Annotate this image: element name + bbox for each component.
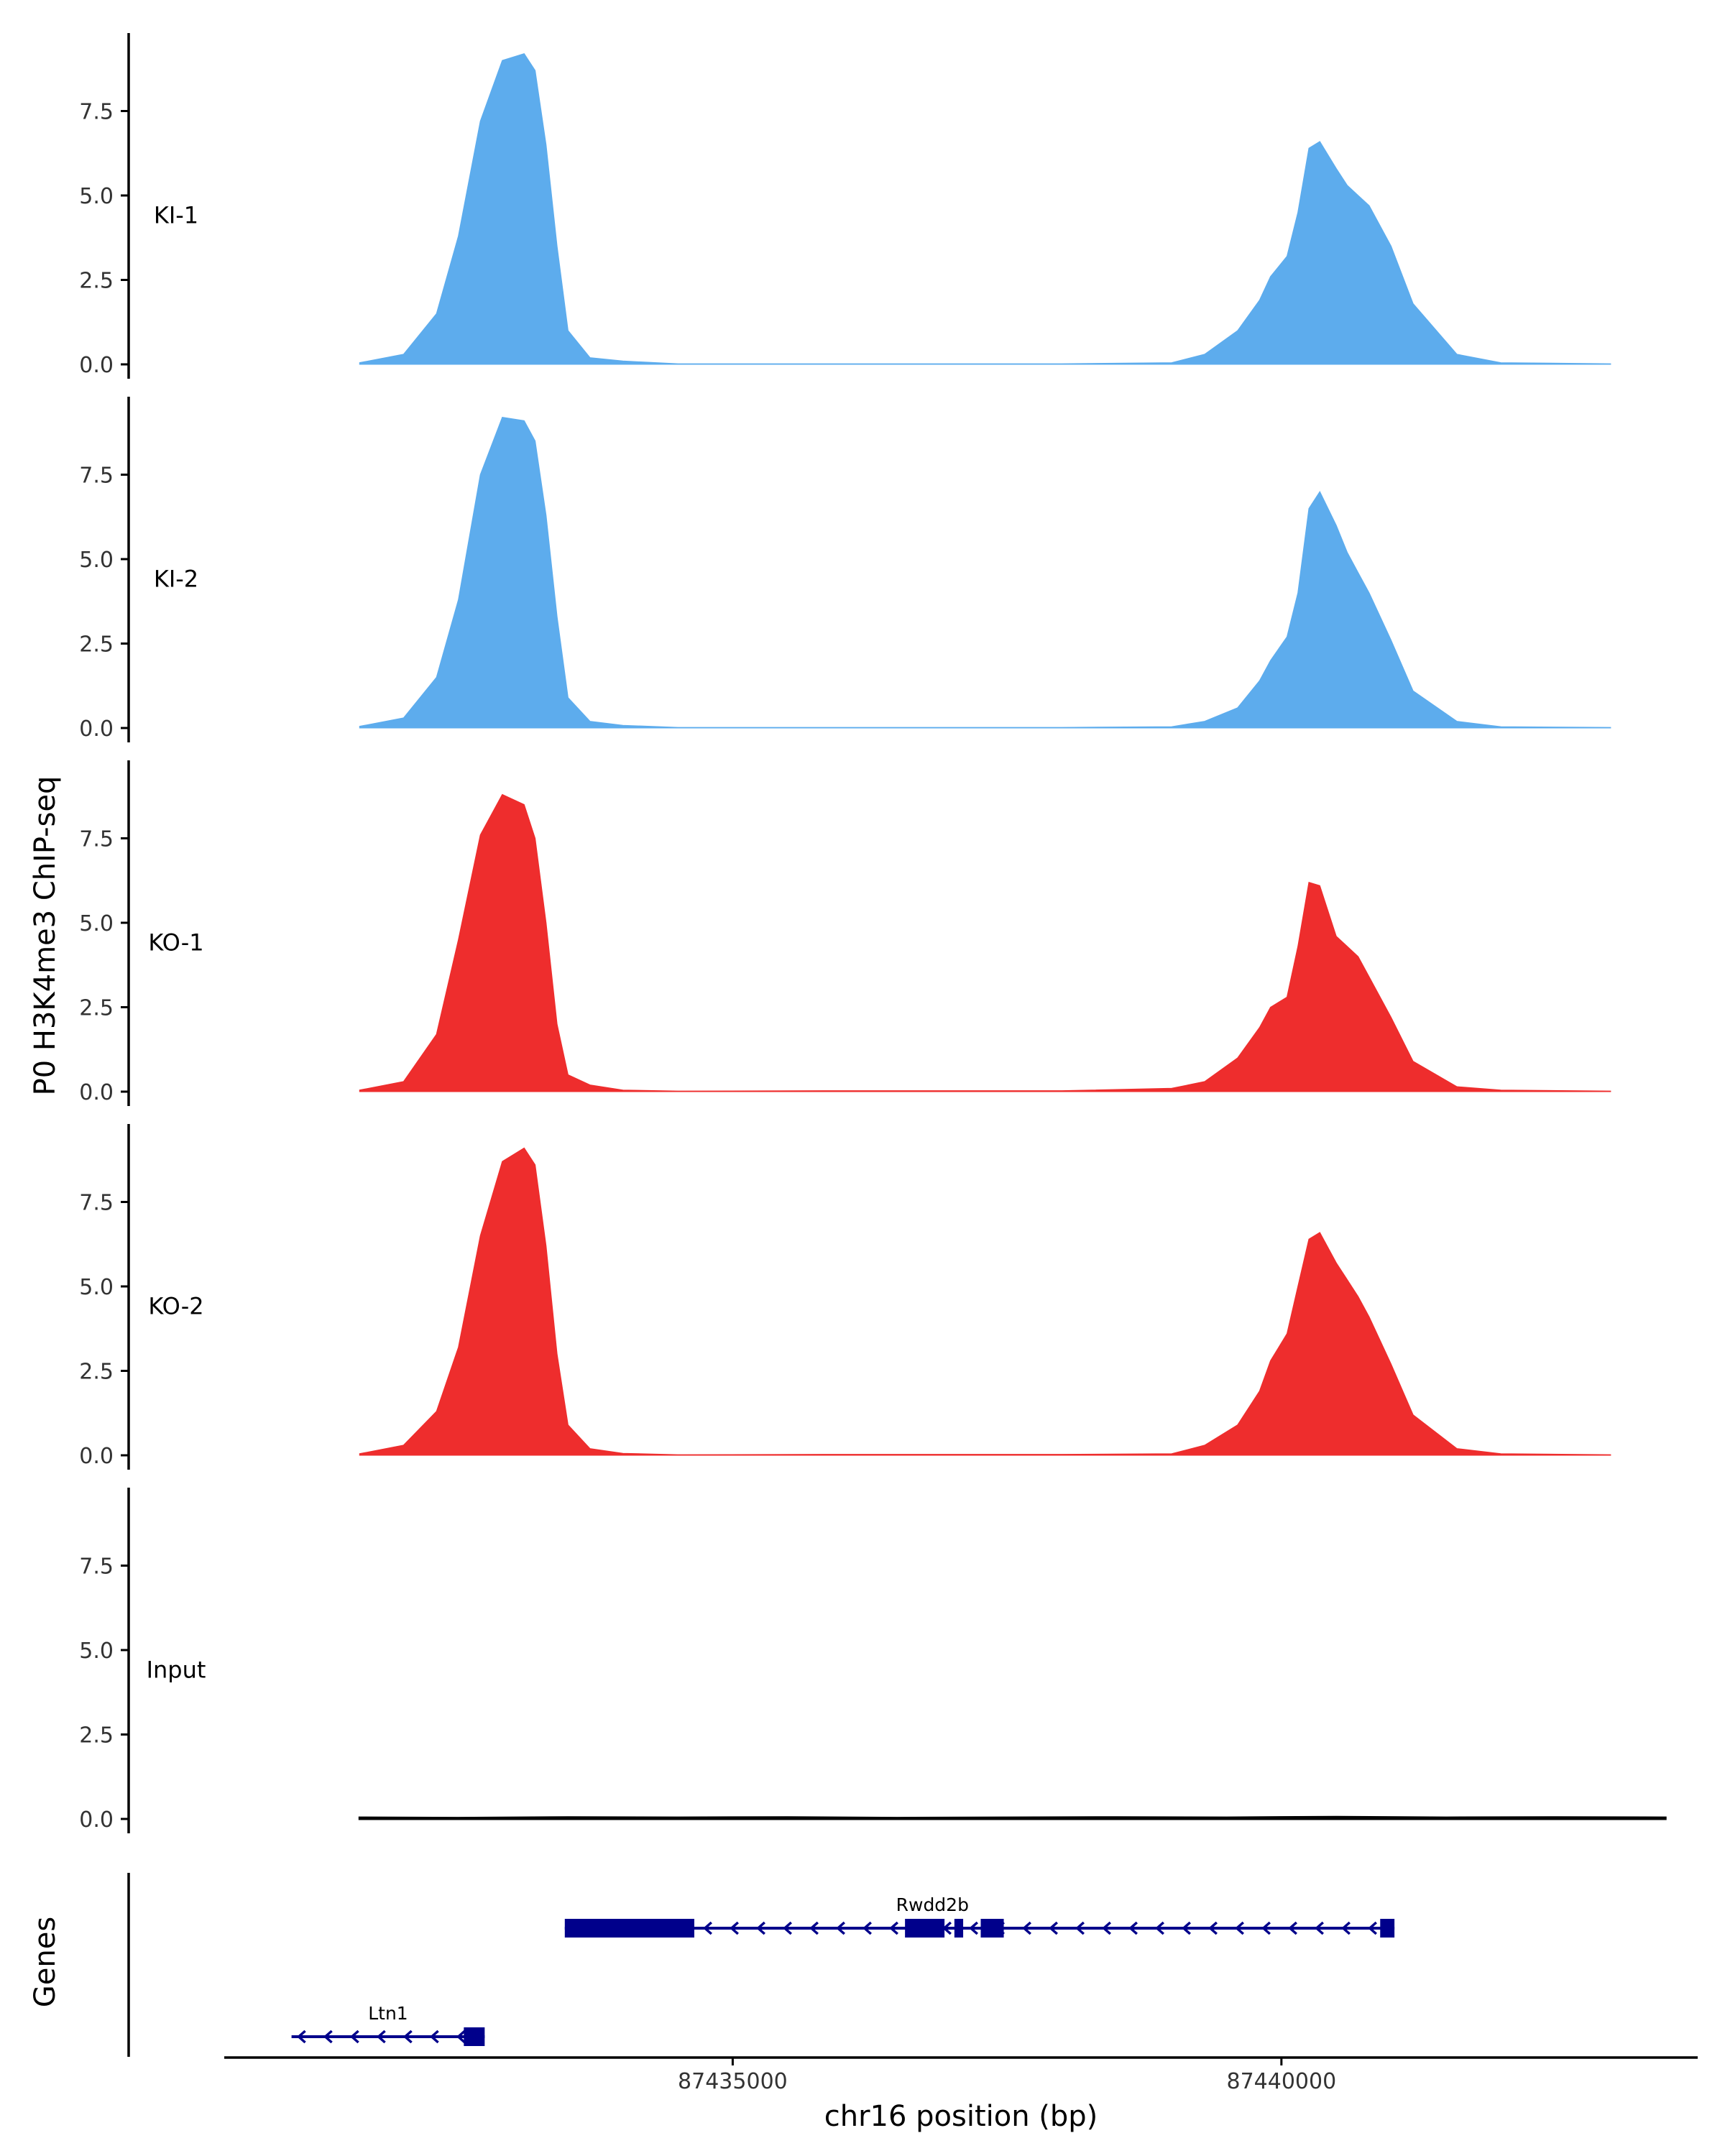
gene-name-label: Ltn1 <box>368 2003 408 2024</box>
strand-arrow <box>783 1921 792 1935</box>
y-tick-label: 5.0 <box>79 1275 114 1300</box>
strand-arrow <box>756 1921 765 1935</box>
genes-track-label: Genes <box>29 1917 62 2007</box>
y-tick-label: 2.5 <box>79 996 114 1021</box>
gene-exon <box>905 1919 945 1938</box>
gene-track: Rwdd2b Ltn1 <box>127 1873 1395 2057</box>
strand-arrow <box>703 1921 712 1935</box>
y-tick-label: 7.5 <box>79 464 114 489</box>
signal-area-ko-1 <box>359 793 1611 1092</box>
signal-tracks: 0.0 2.5 5.0 7.5 KI-1 0.0 2.5 5.0 7.5 KI-2 0.0 2.5 5.… <box>79 33 1667 1833</box>
signal-area-input <box>358 1815 1667 1820</box>
strand-arrow <box>1128 1921 1138 1935</box>
y-tick-label: 7.5 <box>79 1191 114 1216</box>
gene-exon <box>980 1919 1004 1938</box>
strand-arrow <box>889 1921 898 1935</box>
track-ki-2: 0.0 2.5 5.0 7.5 KI-2 <box>79 397 1611 742</box>
gene-rwdd2b: Rwdd2b <box>564 1894 1395 1938</box>
strand-arrow <box>809 1921 819 1935</box>
gene-exon <box>464 2027 485 2046</box>
y-tick-label: 7.5 <box>79 100 114 125</box>
strand-arrow <box>1315 1921 1324 1935</box>
y-tick-label: 0.0 <box>79 353 114 378</box>
strand-arrow <box>323 2030 333 2044</box>
y-axis-label: P0 H3K4me3 ChIP-seq <box>29 776 62 1096</box>
strand-arrow <box>1341 1921 1351 1935</box>
strand-arrow <box>1102 1921 1111 1935</box>
strand-arrow <box>1049 1921 1058 1935</box>
strand-arrow <box>1022 1921 1031 1935</box>
y-tick-label: 0.0 <box>79 1807 114 1833</box>
strand-arrow <box>836 1921 845 1935</box>
strand-arrow <box>1182 1921 1191 1935</box>
gene-exon <box>564 1919 694 1938</box>
signal-area-ki-1 <box>359 53 1611 365</box>
gene-name-label: Rwdd2b <box>896 1894 969 1915</box>
y-tick-label: 2.5 <box>79 1360 114 1385</box>
gene-ltn1: Ltn1 <box>291 2003 485 2046</box>
track-ko-2: 0.0 2.5 5.0 7.5 KO-2 <box>79 1124 1611 1470</box>
signal-area-ki-2 <box>359 417 1611 729</box>
y-tick-label: 0.0 <box>79 717 114 742</box>
signal-area-ko-2 <box>359 1147 1611 1456</box>
y-tick-label: 5.0 <box>79 1639 114 1664</box>
y-tick-label: 0.0 <box>79 1080 114 1105</box>
y-tick-label: 2.5 <box>79 632 114 658</box>
track-ki-1: 0.0 2.5 5.0 7.5 KI-1 <box>79 33 1611 379</box>
strand-arrow <box>349 2030 359 2044</box>
strand-arrow <box>1368 1921 1377 1935</box>
track-input: 0.0 2.5 5.0 7.5 Input <box>79 1488 1667 1833</box>
y-tick-label: 7.5 <box>79 827 114 852</box>
strand-arrow <box>429 2030 439 2044</box>
x-axis-label: chr16 position (bp) <box>824 2100 1098 2133</box>
strand-arrow <box>402 2030 413 2044</box>
y-tick-label: 5.0 <box>79 911 114 936</box>
x-axis: 87435000 87440000 <box>224 2056 1698 2094</box>
strand-arrow <box>730 1921 739 1935</box>
strand-arrow <box>456 2030 466 2044</box>
y-tick-label: 2.5 <box>79 1723 114 1749</box>
x-tick-label: 87440000 <box>1226 2069 1336 2094</box>
y-tick-label: 7.5 <box>79 1554 114 1580</box>
track-ko-1: 0.0 2.5 5.0 7.5 KO-1 <box>79 760 1611 1106</box>
y-tick-label: 5.0 <box>79 548 114 573</box>
strand-arrow <box>1261 1921 1271 1935</box>
x-tick-label: 87435000 <box>678 2069 788 2094</box>
track-label: KI-2 <box>154 566 198 593</box>
strand-arrow <box>376 2030 386 2044</box>
strand-arrow <box>1235 1921 1244 1935</box>
gene-exon <box>954 1919 964 1938</box>
gene-exon <box>1380 1919 1395 1938</box>
track-label: KO-1 <box>148 929 203 957</box>
track-label: KO-2 <box>148 1293 203 1320</box>
y-tick-label: 0.0 <box>79 1444 114 1469</box>
strand-arrow <box>1208 1921 1218 1935</box>
strand-arrow <box>1075 1921 1085 1935</box>
strand-arrow <box>1155 1921 1164 1935</box>
strand-arrow <box>296 2030 306 2044</box>
y-tick-label: 5.0 <box>79 184 114 209</box>
strand-arrow <box>969 1921 978 1935</box>
y-tick-label: 2.5 <box>79 269 114 294</box>
strand-arrow <box>1288 1921 1297 1935</box>
track-label: Input <box>147 1657 206 1684</box>
track-label: KI-1 <box>154 202 198 229</box>
strand-arrow <box>862 1921 872 1935</box>
